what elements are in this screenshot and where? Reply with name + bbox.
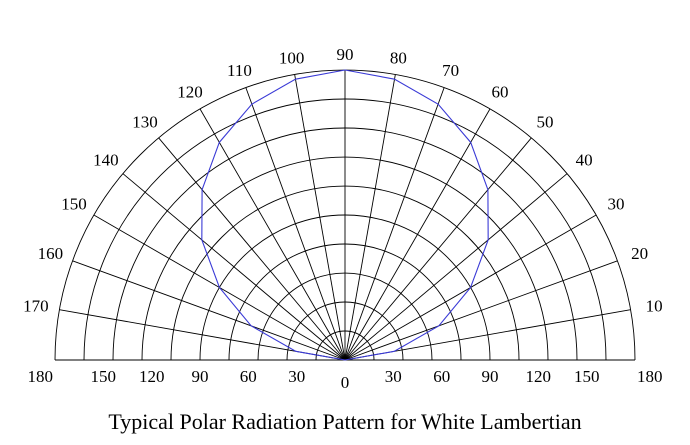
angle-tick-label-180-right: 180: [637, 367, 663, 386]
radiation-curve-layer: [201, 69, 489, 361]
angle-tick-label-180-left: 180: [28, 367, 54, 386]
angle-tick-label: 80: [390, 48, 407, 67]
angle-tick-label: 60: [492, 83, 509, 102]
radial-tick-label: 30: [288, 367, 305, 386]
grid-spoke: [199, 108, 346, 361]
radial-tick-label: 120: [526, 367, 552, 386]
grid-spoke: [72, 260, 346, 361]
grid-spoke: [158, 137, 346, 361]
angle-tick-label: 20: [631, 244, 648, 263]
angle-tick-label: 150: [61, 195, 87, 214]
radiation-curve: [201, 69, 489, 361]
angle-tick-label: 130: [132, 113, 158, 132]
angle-tick-label: 50: [537, 113, 554, 132]
angle-tick-label: 120: [177, 83, 203, 102]
angle-tick-label: 110: [227, 61, 252, 80]
grid-spoke: [344, 87, 445, 361]
radial-tick-label: 90: [482, 367, 499, 386]
grid-spoke: [245, 87, 346, 361]
angle-tick-label: 140: [93, 150, 119, 169]
angle-tick-label: 170: [23, 297, 49, 316]
radial-tick-label: 120: [139, 367, 165, 386]
grid-spoke: [294, 74, 346, 361]
label-layer: 10 20 30 40 50 60 70 80 90 100 110 120 130 140 150 160 1…: [23, 45, 662, 392]
radial-tick-label: 90: [192, 367, 209, 386]
angle-tick-label: 90: [337, 45, 354, 64]
angle-tick-label: 160: [38, 244, 64, 263]
radial-tick-label: 30: [385, 367, 402, 386]
radial-tick-label: 150: [91, 367, 117, 386]
angle-tick-label: 10: [646, 297, 663, 316]
grid-spoke: [344, 108, 491, 361]
radial-tick-label-center: 0: [341, 373, 350, 392]
grid-spoke: [344, 173, 568, 361]
angle-tick-label: 30: [608, 195, 625, 214]
grid-spoke: [344, 74, 396, 361]
radial-tick-label: 60: [433, 367, 450, 386]
angle-tick-label: 100: [279, 48, 305, 67]
radial-tick-label: 60: [240, 367, 257, 386]
chart-title: Typical Polar Radiation Pattern for Whit…: [108, 409, 581, 434]
angle-tick-label: 70: [442, 61, 459, 80]
angle-tick-label: 40: [576, 150, 593, 169]
grid-spoke: [344, 260, 618, 361]
radial-tick-label: 150: [574, 367, 600, 386]
grid-spoke: [122, 173, 346, 361]
grid-spoke: [344, 137, 532, 361]
